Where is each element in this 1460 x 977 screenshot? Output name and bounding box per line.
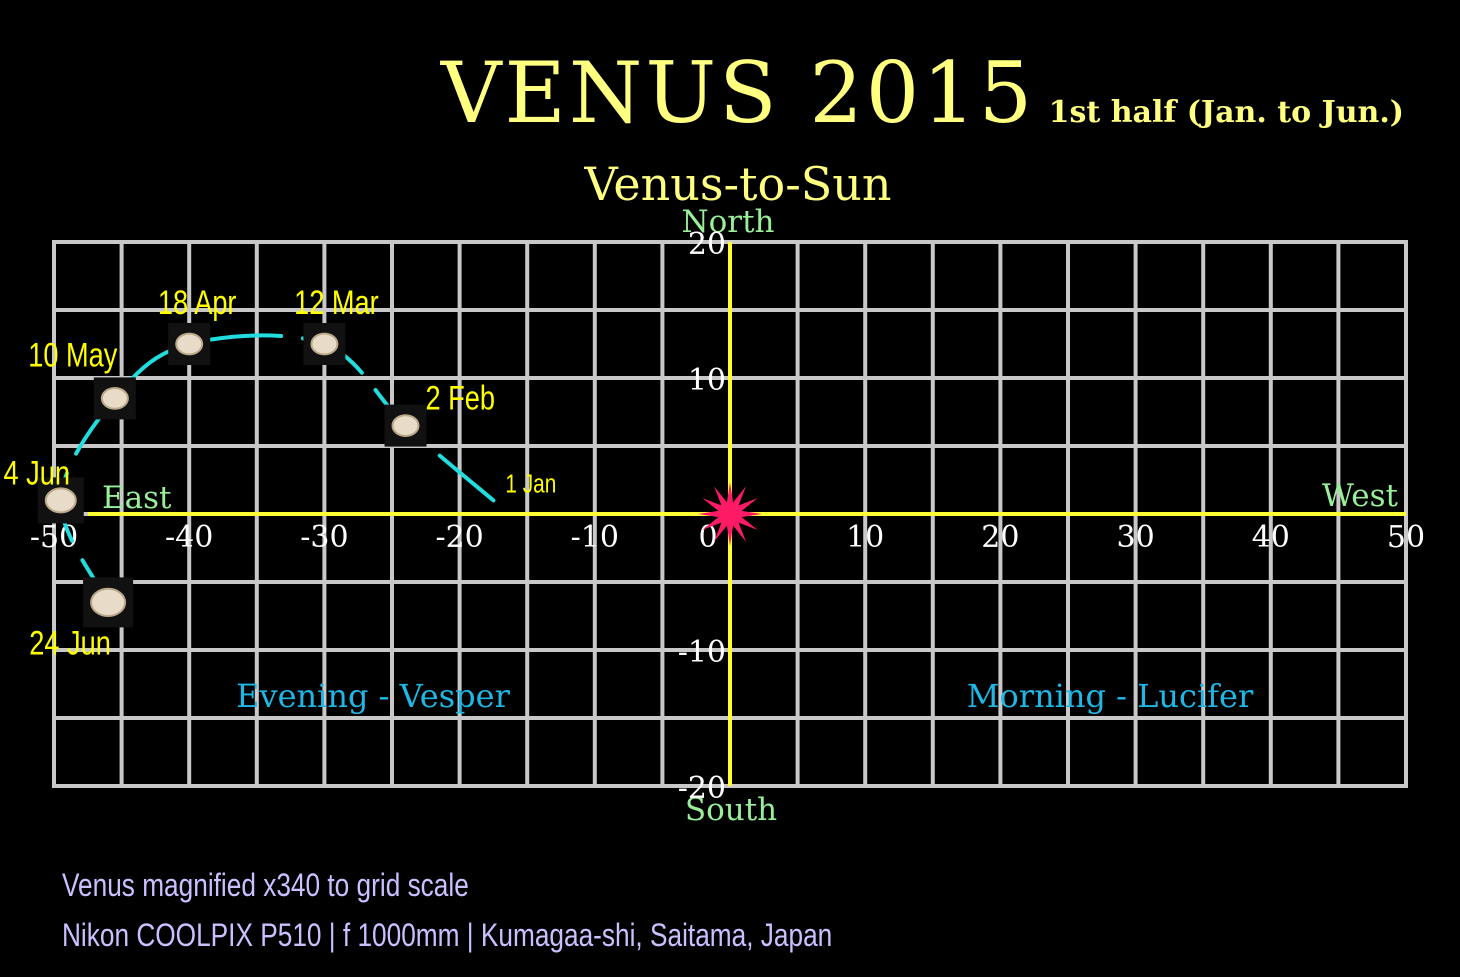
x-tick-label: 30 xyxy=(1117,520,1155,555)
chart-title: Venus-to-Sun xyxy=(583,157,891,211)
evening-vesper-label: Evening - Vesper xyxy=(236,677,510,715)
date-label: 4 Jun xyxy=(4,453,70,492)
main-title: VENUS 2015 xyxy=(440,44,1035,142)
venus-point xyxy=(176,334,202,355)
venus-point xyxy=(102,388,128,409)
west-label: West xyxy=(1322,478,1399,514)
sun-core xyxy=(718,502,742,526)
x-tick-label: 40 xyxy=(1252,520,1290,555)
date-label: 2 Feb xyxy=(426,379,496,418)
y-tick-label: -20 xyxy=(678,771,726,806)
date-label: 1 Jan xyxy=(505,469,556,498)
x-tick-label: -20 xyxy=(435,520,483,555)
x-tick-label: 50 xyxy=(1387,520,1425,555)
venus-point xyxy=(311,334,337,355)
footer-line-2: Nikon COOLPIX P510 | f 1000mm | Kumagaa-… xyxy=(62,919,832,954)
date-label: 10 May xyxy=(28,335,118,374)
x-tick-label: -40 xyxy=(165,520,213,555)
y-tick-label: -10 xyxy=(678,635,726,670)
x-tick-label: 0 xyxy=(698,520,717,555)
subtitle: 1st half (Jan. to Jun.) xyxy=(1049,95,1404,130)
x-tick-label: 20 xyxy=(981,520,1019,555)
east-label: East xyxy=(102,480,172,516)
footer-line-1: Venus magnified x340 to grid scale xyxy=(62,869,469,904)
date-label: 12 Mar xyxy=(294,283,379,322)
y-tick-label: 20 xyxy=(688,227,726,262)
x-tick-label: -30 xyxy=(300,520,348,555)
x-tick-label: -10 xyxy=(571,520,619,555)
venus-point xyxy=(393,415,419,436)
date-label: 18 Apr xyxy=(158,283,237,322)
y-tick-label: 10 xyxy=(688,363,726,398)
date-label: 24 Jun xyxy=(29,623,111,662)
morning-lucifer-label: Morning - Lucifer xyxy=(967,677,1254,715)
venus-point xyxy=(91,589,125,616)
x-tick-label: 10 xyxy=(846,520,884,555)
